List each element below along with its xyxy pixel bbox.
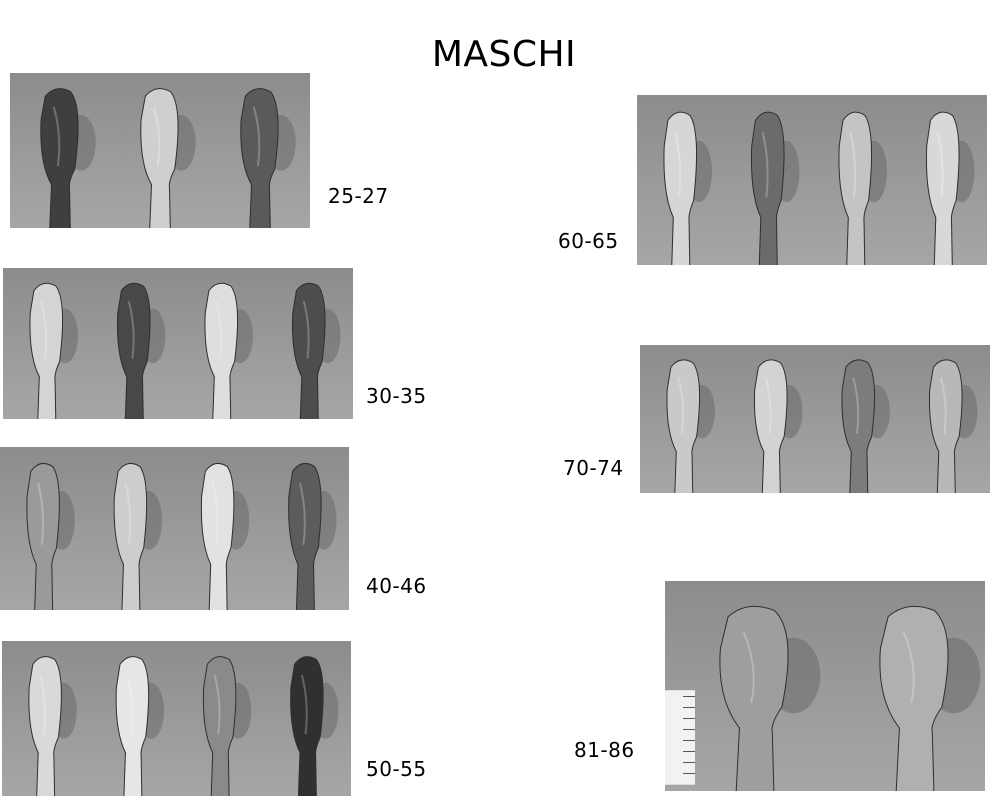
bone-texture [211, 482, 219, 545]
bone-photo-svg [29, 282, 341, 419]
bone-specimen [663, 111, 698, 265]
bone-photo-svg [26, 462, 337, 610]
bone-texture [849, 132, 857, 198]
bone-specimen [879, 605, 949, 791]
bone-specimen [290, 656, 324, 796]
bone-texture [215, 300, 223, 359]
page-title: MASCHI [431, 34, 577, 75]
bone-specimen [753, 359, 788, 493]
bone-texture [52, 106, 61, 167]
bone-specimen [113, 462, 148, 610]
bone-photo-40-46 [0, 447, 349, 610]
bone-texture [252, 106, 261, 167]
bone-texture [298, 482, 306, 545]
bone-texture [674, 132, 682, 198]
bone-specimen [288, 462, 322, 610]
bone-specimen [200, 462, 235, 610]
bone-texture [936, 132, 944, 198]
bone-photo-50-55 [2, 641, 351, 796]
bone-specimen [928, 359, 963, 493]
bone-specimen [40, 88, 79, 228]
bone-texture [40, 300, 48, 359]
bone-texture [126, 674, 134, 735]
bone-photo-svg [665, 605, 981, 791]
bone-photo-81-86 [665, 581, 985, 791]
age-label-25-27: 25-27 [328, 184, 389, 208]
age-label-30-35: 30-35 [366, 384, 427, 408]
bone-specimen [140, 88, 179, 228]
bone-photo-svg [663, 111, 975, 265]
bone-texture [761, 132, 769, 198]
bone-specimen [719, 605, 789, 791]
age-label-50-55: 50-55 [366, 757, 427, 781]
bone-specimen [26, 462, 60, 610]
bone-specimen [28, 656, 62, 796]
age-label-81-86: 81-86 [574, 738, 635, 762]
bone-texture [852, 377, 860, 434]
bone-specimen [204, 282, 239, 419]
bone-specimen [291, 282, 326, 419]
bone-texture [300, 674, 308, 735]
age-label-70-74: 70-74 [563, 456, 624, 480]
bone-photo-30-35 [3, 268, 353, 419]
bone-specimen [841, 359, 876, 493]
bone-texture [127, 300, 135, 359]
bone-specimen [925, 111, 960, 265]
bone-texture [39, 674, 46, 735]
bone-specimen [666, 359, 701, 493]
bone-texture [764, 377, 772, 434]
bone-specimen [116, 282, 151, 419]
bone-texture [37, 482, 44, 545]
age-label-60-65: 60-65 [558, 229, 619, 253]
bone-texture [677, 377, 685, 434]
bone-specimen [115, 656, 150, 796]
bone-photo-60-65 [637, 95, 987, 265]
bone-photo-25-27 [10, 73, 310, 228]
bone-photo-svg [28, 656, 339, 796]
bone-specimen [29, 282, 64, 419]
bone-specimen [838, 111, 873, 265]
bone-photo-svg [666, 359, 978, 493]
bone-texture [124, 482, 132, 545]
scale-ruler [665, 690, 695, 785]
bone-texture [302, 300, 310, 359]
bone-texture [939, 377, 947, 434]
bone-specimen [202, 656, 237, 796]
bone-specimen [240, 88, 279, 228]
bone-texture [152, 106, 161, 167]
bone-texture [213, 674, 221, 735]
bone-photo-70-74 [640, 345, 990, 493]
age-label-40-46: 40-46 [366, 574, 427, 598]
bone-texture [902, 631, 915, 704]
bone-specimen [750, 111, 785, 265]
bone-photo-svg [40, 88, 296, 228]
bone-texture [742, 631, 755, 704]
